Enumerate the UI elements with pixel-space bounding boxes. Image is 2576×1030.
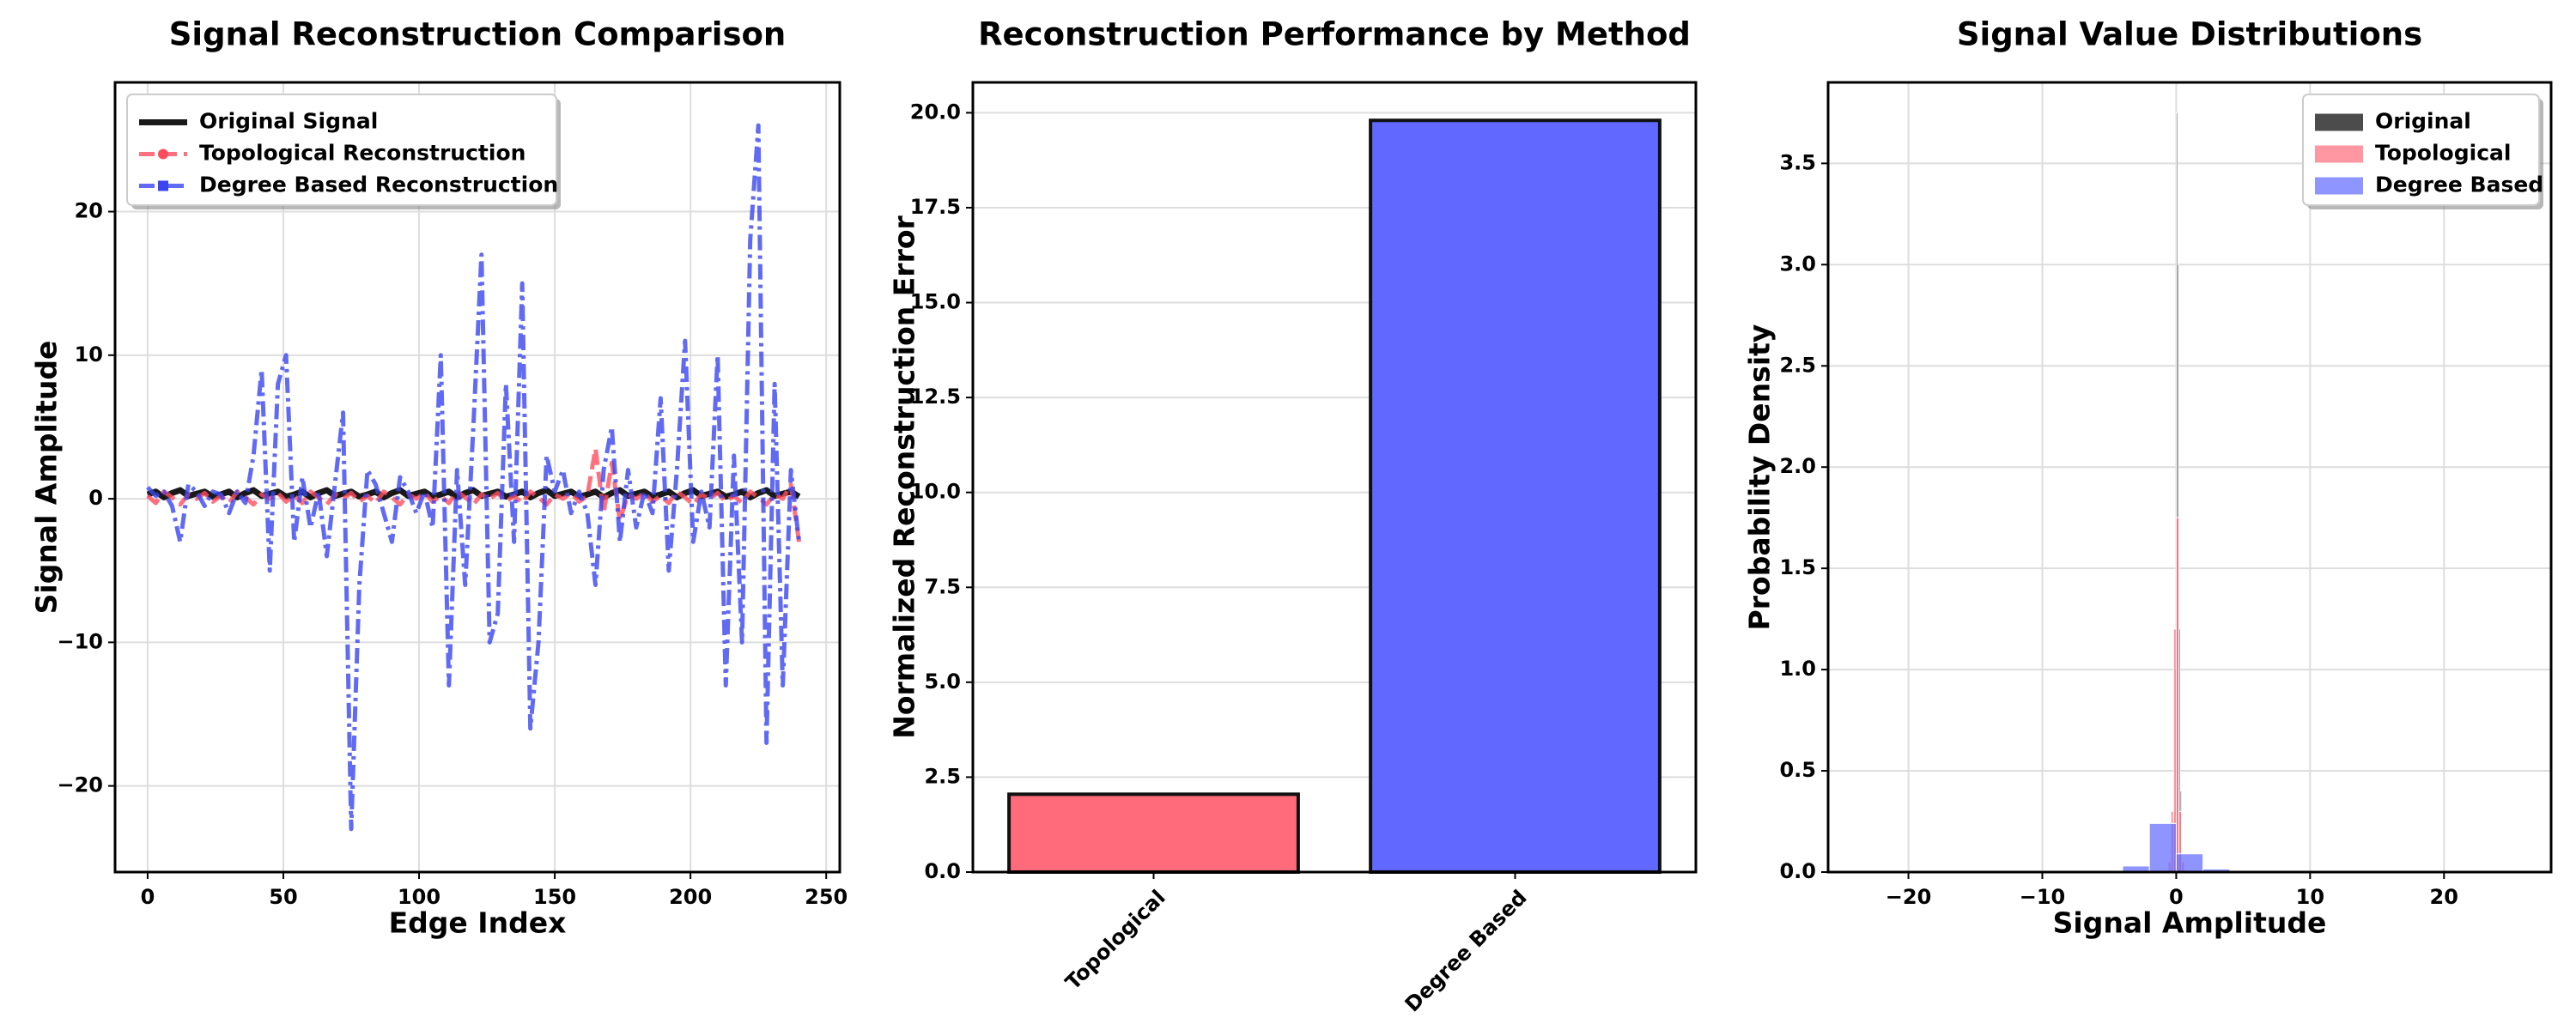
y-axis-label: Normalized Reconstruction Error	[888, 215, 921, 738]
y-tick-label: 10	[75, 342, 103, 367]
legend-swatch	[2315, 177, 2363, 195]
x-tick-label: Topological	[1060, 885, 1170, 994]
histogram-bar	[2148, 822, 2177, 873]
legend-label: Topological	[2375, 141, 2511, 166]
legend-label: Original Signal	[199, 109, 378, 134]
line-series	[146, 446, 802, 542]
x-tick-label: 0	[141, 885, 155, 909]
legend-swatch	[2315, 145, 2363, 163]
axes-frame	[1826, 81, 2553, 874]
bar	[1007, 792, 1300, 874]
y-tick-label: 20	[75, 199, 103, 223]
y-tick-label: 0.0	[924, 859, 961, 883]
histogram-bar	[2175, 853, 2204, 873]
y-tick-label: 5.0	[924, 670, 961, 694]
x-tick-label: Degree Based	[1400, 885, 1532, 1016]
x-tick-label: 250	[805, 885, 848, 909]
legend-label: Topological Reconstruction	[199, 141, 526, 166]
y-tick-label: 0.0	[1779, 859, 1816, 883]
y-tick-label: −20	[57, 773, 103, 797]
legend-marker	[158, 180, 168, 191]
chart-title: Signal Reconstruction Comparison	[169, 16, 787, 53]
x-tick-label: 150	[533, 885, 576, 909]
y-tick-label: 12.5	[910, 385, 961, 409]
legend-label: Degree Based	[2375, 173, 2543, 197]
chart-title: Signal Value Distributions	[1957, 16, 2422, 53]
y-tick-label: 2.0	[1779, 454, 1816, 478]
y-tick-label: 3.5	[1779, 150, 1816, 174]
axes-frame	[971, 81, 1698, 874]
x-tick-label: 10	[2296, 885, 2324, 909]
subplot: Reconstruction Performance by Method Norm…	[888, 16, 1698, 1016]
x-tick-label: 20	[2430, 885, 2458, 909]
subplot: Signal Value Distributions Signal Amplitu…	[1743, 16, 2553, 940]
y-tick-label: 17.5	[910, 195, 961, 219]
chart-title: Reconstruction Performance by Method	[978, 16, 1691, 53]
axes-frame	[113, 81, 841, 874]
y-tick-label: 10.0	[910, 480, 961, 504]
y-tick-label: 0.5	[1779, 758, 1816, 782]
y-tick-label: 1.5	[1779, 555, 1816, 579]
x-tick-label: 100	[398, 885, 440, 909]
x-axis-label: Signal Amplitude	[2053, 906, 2327, 940]
y-tick-label: 3.0	[1779, 251, 1816, 276]
y-tick-label: 7.5	[924, 574, 961, 598]
y-tick-label: −10	[57, 629, 103, 653]
legend-marker	[158, 148, 168, 160]
legend-label: Original	[2375, 109, 2471, 134]
legend-box	[126, 94, 557, 206]
y-tick-label: 1.0	[1779, 657, 1816, 681]
y-axis-label: Probability Density	[1743, 324, 1777, 631]
y-tick-label: 2.5	[924, 764, 961, 788]
subplot: Signal Reconstruction Comparison Edge Ind…	[30, 16, 848, 940]
x-tick-label: 50	[269, 885, 297, 909]
y-tick-label: 20.0	[910, 100, 961, 124]
x-tick-label: −10	[2020, 885, 2066, 909]
x-axis-label: Edge Index	[389, 906, 567, 940]
y-tick-label: 2.5	[1779, 353, 1816, 377]
legend-swatch	[2315, 113, 2363, 131]
legend-label: Degree Based Reconstruction	[199, 173, 558, 197]
x-tick-label: 0	[2169, 885, 2184, 909]
x-tick-label: −20	[1886, 885, 1932, 909]
x-tick-label: 200	[669, 885, 712, 909]
y-axis-label: Signal Amplitude	[30, 341, 64, 615]
bar	[1369, 118, 1662, 874]
line-series	[146, 123, 802, 832]
y-tick-label: 15.0	[910, 290, 961, 314]
y-tick-label: 0	[88, 486, 103, 510]
